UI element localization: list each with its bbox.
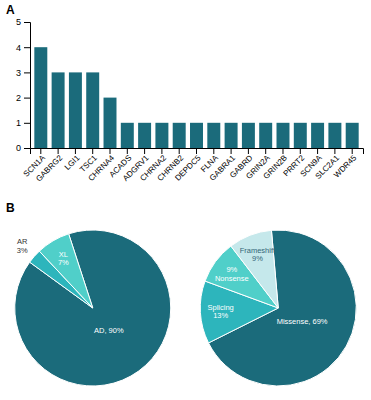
bar xyxy=(34,47,47,148)
x-tick-mark xyxy=(196,148,197,154)
panel-title: B xyxy=(6,201,15,215)
y-tick-label: 5 xyxy=(16,17,21,27)
bar xyxy=(207,123,220,148)
x-tick-mark xyxy=(300,148,301,154)
x-tick-mark xyxy=(110,148,111,154)
slice xyxy=(15,230,171,386)
slice-label: Frameshift9% xyxy=(240,246,276,263)
y-tick-mark xyxy=(24,98,30,99)
bar xyxy=(173,123,186,148)
bars xyxy=(34,47,358,148)
x-tick: GABRG2 xyxy=(34,148,64,183)
slice-label: Missense, 69% xyxy=(277,317,328,326)
x-tick-mark xyxy=(248,148,249,154)
figure: A 0 1 2 3 4 5 SCN1AGABRG2LGI1TSC1CHRNA4ACADSADG… xyxy=(0,0,371,400)
x-tick-mark xyxy=(179,148,180,154)
x-tick-mark xyxy=(334,148,335,154)
y-axis-line xyxy=(24,23,31,149)
x-tick-mark xyxy=(265,148,266,154)
x-tick: DEPDC5 xyxy=(173,148,203,183)
y-tick-mark xyxy=(24,47,30,48)
y-axis: 0 1 2 3 4 5 xyxy=(16,17,31,153)
x-tick-mark xyxy=(75,148,76,154)
slice-label-line: Missense, 69% xyxy=(277,317,328,326)
x-tick-mark xyxy=(213,148,214,154)
y-tick-label: 0 xyxy=(16,143,21,153)
slices xyxy=(15,230,171,386)
x-tick-mark xyxy=(144,148,145,154)
x-tick-label: GABRG2 xyxy=(34,153,64,183)
x-tick-mark xyxy=(40,148,41,154)
bar xyxy=(121,123,134,148)
bar xyxy=(86,72,99,148)
slice-label: AR3% xyxy=(17,237,28,254)
y-tick-label: 4 xyxy=(16,43,21,53)
pie-chart: AD, 90% AR3% XL7% xyxy=(15,230,171,386)
x-axis: SCN1AGABRG2LGI1TSC1CHRNA4ACADSADGRV1CHRN… xyxy=(22,148,364,183)
bar xyxy=(190,123,203,148)
slice-label: Splicing13% xyxy=(207,303,233,320)
x-tick-mark xyxy=(282,148,283,154)
slice-labels: Missense, 69%Splicing13%9%NonsenseFrames… xyxy=(207,246,327,326)
x-axis-line xyxy=(31,149,364,155)
slice xyxy=(231,230,278,308)
bar xyxy=(277,123,290,148)
slice-label: 9%Nonsense xyxy=(215,265,249,282)
y-tick-mark xyxy=(24,123,30,124)
bar xyxy=(104,98,117,148)
y-tick-label: 3 xyxy=(16,68,21,78)
slice xyxy=(39,234,92,308)
y-tick: 4 xyxy=(16,43,30,53)
bar-chart: A 0 1 2 3 4 5 SCN1AGABRG2LGI1TSC1CHRNA4ACADSADG… xyxy=(6,3,364,183)
y-tick: 0 xyxy=(16,143,30,153)
y-tick-mark xyxy=(24,148,30,149)
slice-label-line: 7% xyxy=(58,258,69,267)
y-tick: 3 xyxy=(16,68,30,78)
bar xyxy=(328,123,341,148)
slice-label-line: 13% xyxy=(213,311,228,320)
y-tick: 2 xyxy=(16,93,30,103)
slice-label-line: 9% xyxy=(252,254,263,263)
slice-label: XL7% xyxy=(58,250,69,267)
slice-labels: AD, 90% AR3% XL7% xyxy=(17,237,124,334)
y-tick-mark xyxy=(24,72,30,73)
bar xyxy=(225,123,238,148)
x-tick-mark xyxy=(58,148,59,154)
x-tick-mark xyxy=(317,148,318,154)
bar xyxy=(311,123,324,148)
bar xyxy=(346,123,359,148)
slices xyxy=(200,230,356,386)
bar xyxy=(69,72,82,148)
x-tick-mark xyxy=(231,148,232,154)
x-tick-mark xyxy=(127,148,128,154)
x-tick: WDR45 xyxy=(332,148,359,180)
slice-label: AD, 90% xyxy=(94,326,124,335)
x-tick-mark xyxy=(161,148,162,154)
bar xyxy=(155,123,168,148)
bar xyxy=(259,123,272,148)
bar xyxy=(294,123,307,148)
bar xyxy=(242,123,255,148)
x-tick-mark xyxy=(92,148,93,154)
slice-label-line: AD, 90% xyxy=(94,326,124,335)
x-tick-label: WDR45 xyxy=(332,153,359,180)
slice-label-line: 3% xyxy=(17,246,28,255)
y-tick-label: 1 xyxy=(16,118,21,128)
y-tick: 5 xyxy=(16,17,30,27)
pie-chart: Missense, 69%Splicing13%9%NonsenseFrames… xyxy=(200,230,356,386)
x-tick-mark xyxy=(352,148,353,154)
bar xyxy=(138,123,151,148)
slice-label-line: Nonsense xyxy=(215,273,249,282)
y-tick-label: 2 xyxy=(16,93,21,103)
bar xyxy=(52,72,65,148)
y-tick: 1 xyxy=(16,118,30,128)
panel-title: A xyxy=(6,3,15,17)
y-tick-mark xyxy=(24,22,30,23)
